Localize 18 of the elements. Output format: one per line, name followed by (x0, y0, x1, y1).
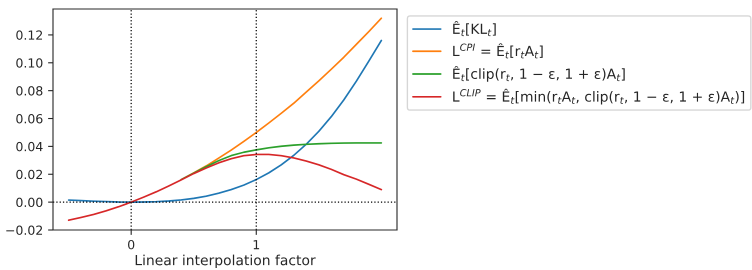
line-series (180, 142, 382, 180)
y-tick-label: 0.04 (16, 142, 43, 152)
text: L$^{CLIP}$ = Ê$_{t}$[min(r$_{t}$A$_{t}$, clip(r$_{t}$, 1 − ε, 1 + ε)A$_{t}$)] (453, 88, 744, 104)
x-axis-title: Linear interpolation factor (136, 254, 316, 268)
line-series (68, 154, 382, 222)
x-tick-label: 0 (128, 240, 134, 250)
y-tick-label: −0.02 (6, 225, 42, 235)
legend-label: Ê$_{t}$[KL$_{t}$] (453, 20, 496, 36)
y-tick-label: 0.08 (16, 86, 42, 96)
legend-label: Ê$_{t}$[clip(r$_{t}$, 1 − ε, 1 + ε)A$_{t}$] (453, 66, 625, 82)
y-tick-label: 0.10 (16, 58, 42, 68)
y-tick-label: 0.06 (16, 114, 42, 124)
x-tick-label: 1 (254, 240, 260, 250)
line-series (68, 40, 382, 203)
text: L$^{CPI}$ = Ê$_{t}$[r$_{t}$A$_{t}$] (453, 43, 543, 58)
y-tick-label: 0.12 (16, 30, 42, 40)
y-tick-label: 0.00 (16, 198, 42, 208)
y-tick-label: 0.02 (16, 170, 42, 180)
